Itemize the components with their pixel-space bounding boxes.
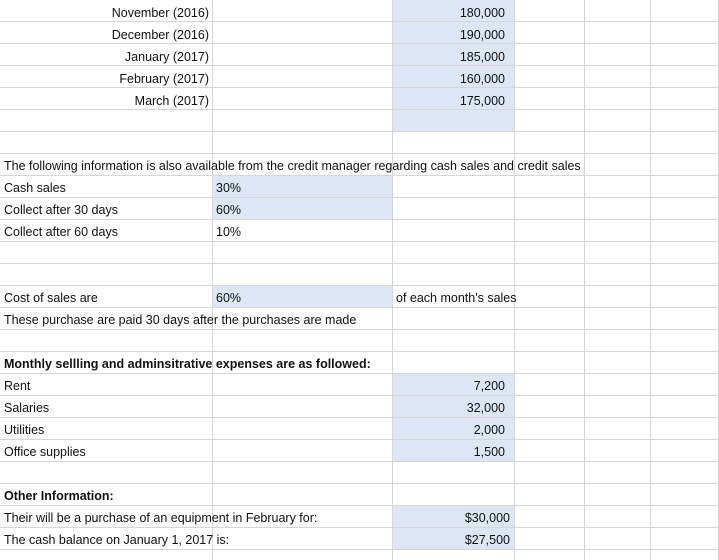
cost-of-sales-highlight — [212, 286, 392, 308]
expenses-values-highlight — [392, 374, 514, 462]
other-info-heading[interactable]: Other Information: — [4, 489, 114, 503]
cost-of-sales-label[interactable]: Cost of sales are — [4, 291, 98, 305]
credit-label-cell[interactable]: Collect after 60 days — [4, 225, 118, 239]
cash-balance-value[interactable]: $27,500 — [464, 533, 510, 547]
sales-amount-cell[interactable]: 175,000 — [459, 94, 505, 108]
expense-value-cell[interactable]: 1,500 — [473, 445, 505, 459]
sales-amount-highlight — [392, 0, 514, 132]
sales-amount-cell[interactable]: 180,000 — [459, 6, 505, 20]
other-values-highlight — [392, 506, 514, 550]
credit-label-cell[interactable]: Cash sales — [4, 181, 66, 195]
credit-value-cell[interactable]: 30% — [216, 181, 242, 195]
credit-value-cell[interactable]: 10% — [216, 225, 242, 239]
credit-value-cell[interactable]: 60% — [216, 203, 242, 217]
sales-month-cell[interactable]: February (2017) — [119, 72, 209, 86]
credit-values-highlight — [212, 176, 392, 220]
equipment-purchase-value[interactable]: $30,000 — [464, 511, 510, 525]
expense-value-cell[interactable]: 2,000 — [473, 423, 505, 437]
sales-month-cell[interactable]: March (2017) — [134, 94, 209, 108]
expense-label-cell[interactable]: Utilities — [4, 423, 45, 437]
credit-info-heading[interactable]: The following information is also availa… — [4, 159, 581, 173]
sales-month-cell[interactable]: November (2016) — [111, 6, 209, 20]
expenses-heading[interactable]: Monthly sellling and adminsitrative expe… — [4, 357, 371, 371]
equipment-purchase-label[interactable]: Their will be a purchase of an equipment… — [4, 511, 318, 525]
cost-of-sales-suffix[interactable]: of each month's sales — [396, 291, 517, 305]
expense-label-cell[interactable]: Rent — [4, 379, 31, 393]
expense-label-cell[interactable]: Office supplies — [4, 445, 86, 459]
credit-label-cell[interactable]: Collect after 30 days — [4, 203, 118, 217]
cost-of-sales-value[interactable]: 60% — [216, 291, 242, 305]
sales-amount-cell[interactable]: 190,000 — [459, 28, 505, 42]
expense-label-cell[interactable]: Salaries — [4, 401, 50, 415]
purchase-payment-note[interactable]: These purchase are paid 30 days after th… — [4, 313, 357, 327]
expense-value-cell[interactable]: 32,000 — [466, 401, 505, 415]
cash-balance-label[interactable]: The cash balance on January 1, 2017 is: — [4, 533, 230, 547]
expense-value-cell[interactable]: 7,200 — [473, 379, 505, 393]
sales-amount-cell[interactable]: 185,000 — [459, 50, 505, 64]
sales-amount-cell[interactable]: 160,000 — [459, 72, 505, 86]
sales-month-cell[interactable]: December (2016) — [111, 28, 209, 42]
sales-month-cell[interactable]: January (2017) — [124, 50, 209, 64]
